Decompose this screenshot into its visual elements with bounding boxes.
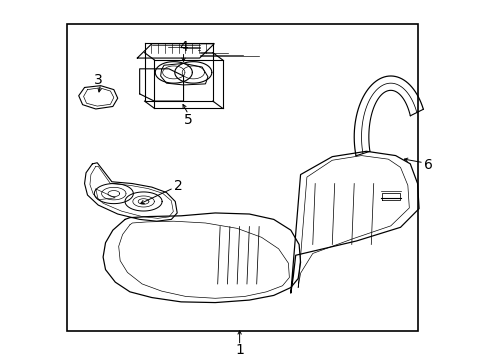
Text: 4: 4 [179, 40, 187, 54]
Bar [66, 24, 417, 330]
Text: 3: 3 [94, 73, 102, 86]
Text: 2: 2 [174, 179, 183, 193]
Text: 5: 5 [183, 113, 192, 127]
Text: 6: 6 [424, 158, 432, 172]
Text: 1: 1 [235, 343, 244, 357]
